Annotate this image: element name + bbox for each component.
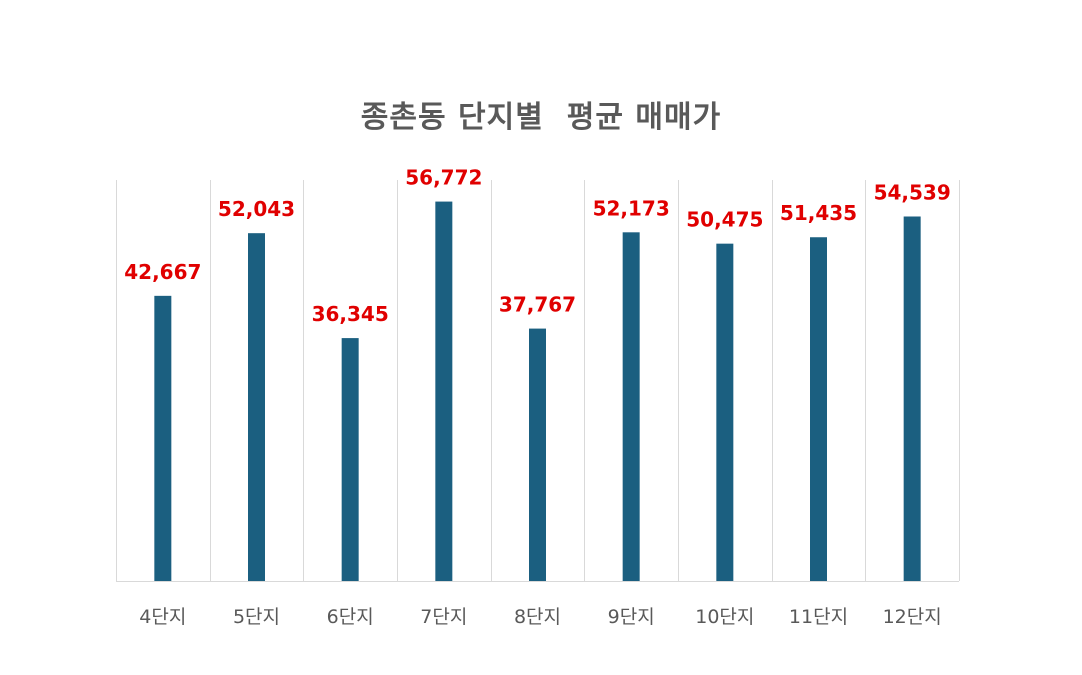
x-tick-label: 4단지 (139, 606, 186, 628)
bar-5단지 (248, 233, 265, 581)
bar-11단지 (810, 237, 827, 582)
data-label: 36,345 (312, 302, 389, 326)
bar-4단지 (154, 295, 172, 581)
data-label: 52,173 (593, 196, 670, 220)
data-label: 56,772 (405, 166, 482, 190)
bar-10단지 (716, 243, 734, 581)
data-label: 50,475 (686, 208, 763, 232)
data-label: 37,767 (499, 293, 576, 317)
data-label: 51,435 (780, 201, 857, 225)
x-tick-label: 8단지 (514, 606, 561, 628)
data-label: 52,043 (218, 197, 295, 221)
x-tick-label: 11단지 (789, 606, 848, 628)
chart-title: 종촌동 단지별 평균 매매가 (360, 100, 722, 135)
x-tick-label: 5단지 (233, 606, 280, 628)
x-tick-label: 7단지 (420, 606, 467, 628)
data-label: 42,667 (124, 260, 201, 284)
x-tick-label: 12단지 (883, 606, 942, 628)
x-tick-label: 9단지 (608, 606, 655, 628)
x-tick-label: 6단지 (327, 606, 374, 628)
bar-7단지 (435, 201, 453, 582)
bar-6단지 (341, 338, 359, 581)
x-tick-label: 10단지 (695, 606, 754, 628)
bar-12단지 (903, 216, 921, 581)
bar-8단지 (529, 328, 546, 581)
data-label: 54,539 (874, 180, 951, 204)
bar-9단지 (622, 232, 640, 581)
